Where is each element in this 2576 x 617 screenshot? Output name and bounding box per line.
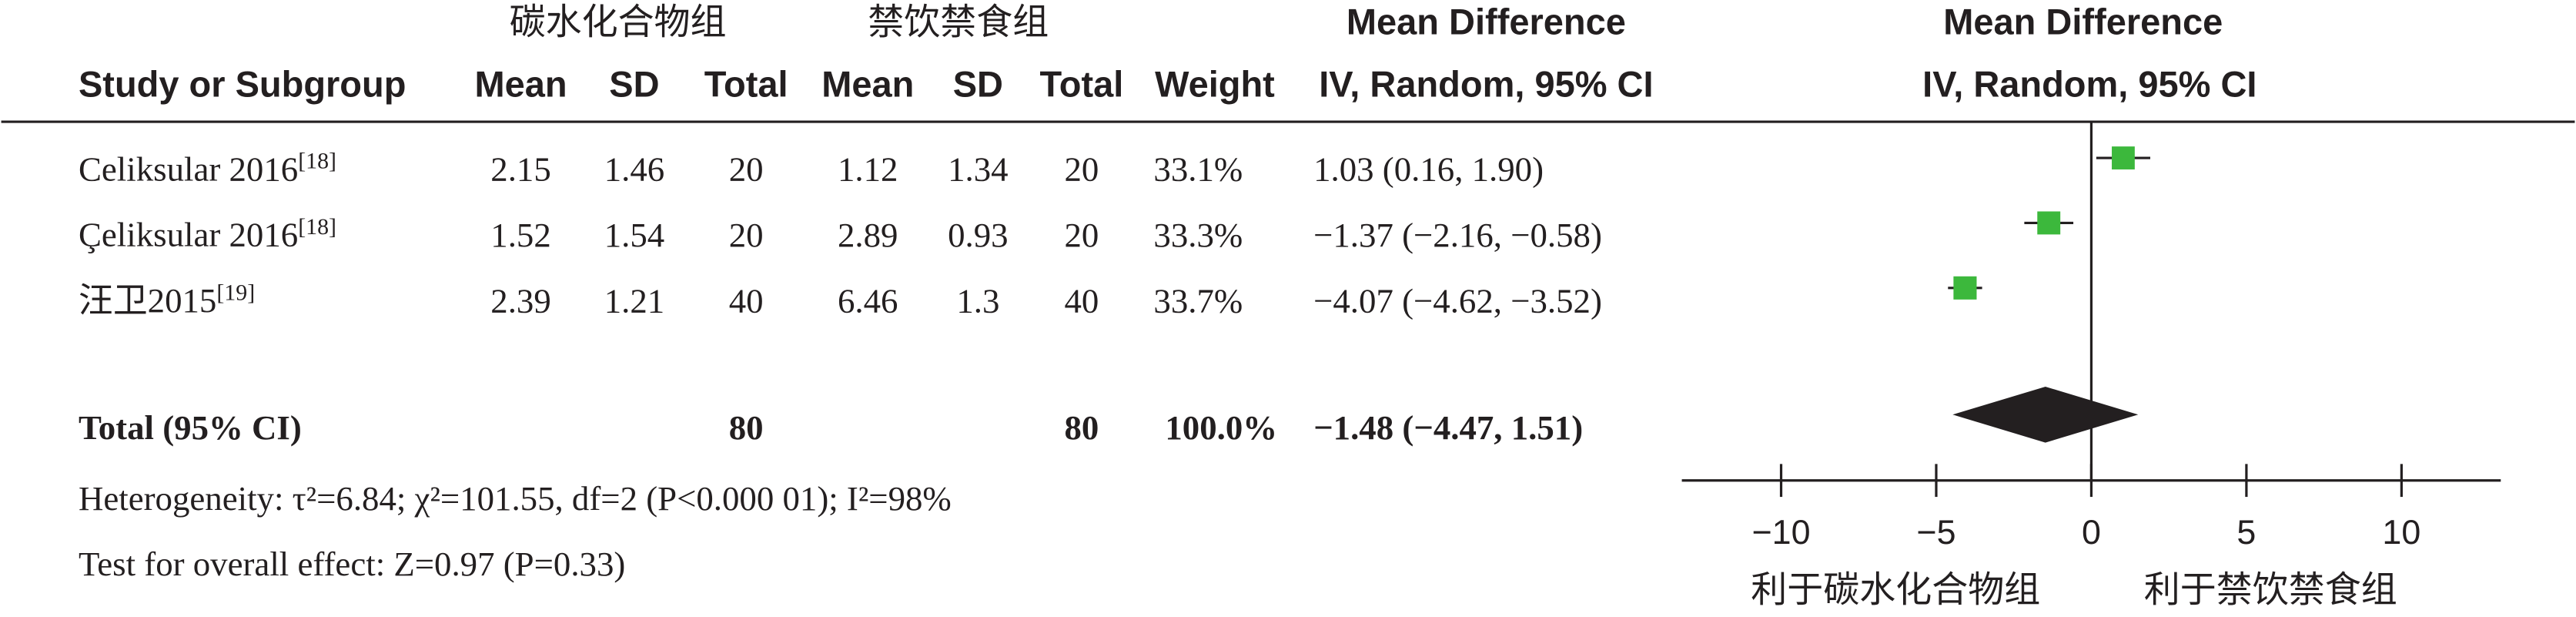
cell: 1.46 [604, 150, 664, 189]
cell: 20 [1065, 150, 1099, 189]
cell: 20 [729, 216, 764, 254]
x-tick-label: −5 [1916, 512, 1955, 552]
study-square [2112, 146, 2135, 169]
favours-right: 利于禁饮禁食组 [2144, 568, 2397, 611]
study-square [2037, 211, 2061, 235]
cell: 6.46 [838, 281, 898, 320]
study-label: 汪卫2015 [79, 281, 216, 320]
cell: 40 [729, 281, 764, 320]
x-tick-label: 5 [2236, 512, 2256, 552]
cell: 40 [1065, 281, 1099, 320]
favours-left: 利于碳水化合物组 [1751, 568, 2040, 611]
cell: 33.3% [1153, 216, 1243, 254]
column-header: Total [704, 64, 788, 105]
study-ref: [18] [298, 214, 336, 240]
cell: 2.89 [838, 216, 898, 254]
column-header: Total [1040, 64, 1124, 105]
cell: 1.3 [956, 281, 999, 320]
column-header: Study or Subgroup [79, 64, 406, 105]
study-name: Çeliksular 2016[18] [79, 214, 336, 254]
plot-method-header: IV, Random, 95% CI [1922, 64, 2257, 105]
cell: 2.39 [490, 281, 550, 320]
overall-effect: Test for overall effect: Z=0.97 (P=0.33) [79, 545, 625, 583]
study-name: Celiksular 2016[18] [79, 148, 336, 188]
group-header: 禁饮禁食组 [868, 2, 1049, 44]
column-header: Weight [1155, 64, 1275, 105]
total-weight: 100.0% [1165, 408, 1277, 447]
ci-text: 1.03 (0.16, 1.90) [1313, 150, 1544, 189]
method-header: IV, Random, 95% CI [1319, 64, 1653, 105]
total-ci-text: −1.48 (−4.47, 1.51) [1313, 408, 1583, 447]
study-label: Çeliksular 2016 [79, 216, 298, 254]
total-diamond [1952, 386, 2139, 443]
column-header: Mean [475, 64, 567, 105]
cell: 2.15 [490, 150, 550, 189]
study-name: 汪卫2015[19] [79, 280, 255, 320]
cell: 20 [729, 150, 764, 189]
x-tick-label: 0 [2082, 512, 2101, 552]
x-tick-label: 10 [2382, 512, 2420, 552]
effect-header: Mean Difference [1347, 1, 1626, 42]
study-ref: [19] [216, 280, 255, 305]
total-cell: 80 [1065, 408, 1099, 447]
column-header: Mean [821, 64, 914, 105]
cell: 1.21 [604, 281, 664, 320]
cell: 20 [1065, 216, 1099, 254]
cell: 1.54 [604, 216, 664, 254]
study-square [1953, 276, 1977, 300]
ci-text: −1.37 (−2.16, −0.58) [1313, 216, 1602, 254]
cell: 1.12 [838, 150, 898, 189]
study-ref: [18] [298, 148, 336, 173]
study-label: Celiksular 2016 [79, 150, 298, 189]
heterogeneity: Heterogeneity: τ²=6.84; χ²=101.55, df=2 … [79, 479, 952, 518]
cell: 1.34 [948, 150, 1008, 189]
cell: 33.1% [1153, 150, 1243, 189]
ci-text: −4.07 (−4.62, −3.52) [1313, 281, 1602, 320]
x-tick-label: −10 [1751, 512, 1810, 552]
cell: 33.7% [1153, 281, 1243, 320]
total-name: Total (95% CI) [79, 408, 302, 447]
cell: 1.52 [490, 216, 550, 254]
cell: 0.93 [948, 216, 1008, 254]
group-header: 碳水化合物组 [510, 2, 727, 44]
plot-effect-header: Mean Difference [1943, 1, 2223, 42]
column-header: SD [609, 64, 659, 105]
column-header: SD [953, 64, 1003, 105]
total-cell: 80 [729, 408, 764, 447]
